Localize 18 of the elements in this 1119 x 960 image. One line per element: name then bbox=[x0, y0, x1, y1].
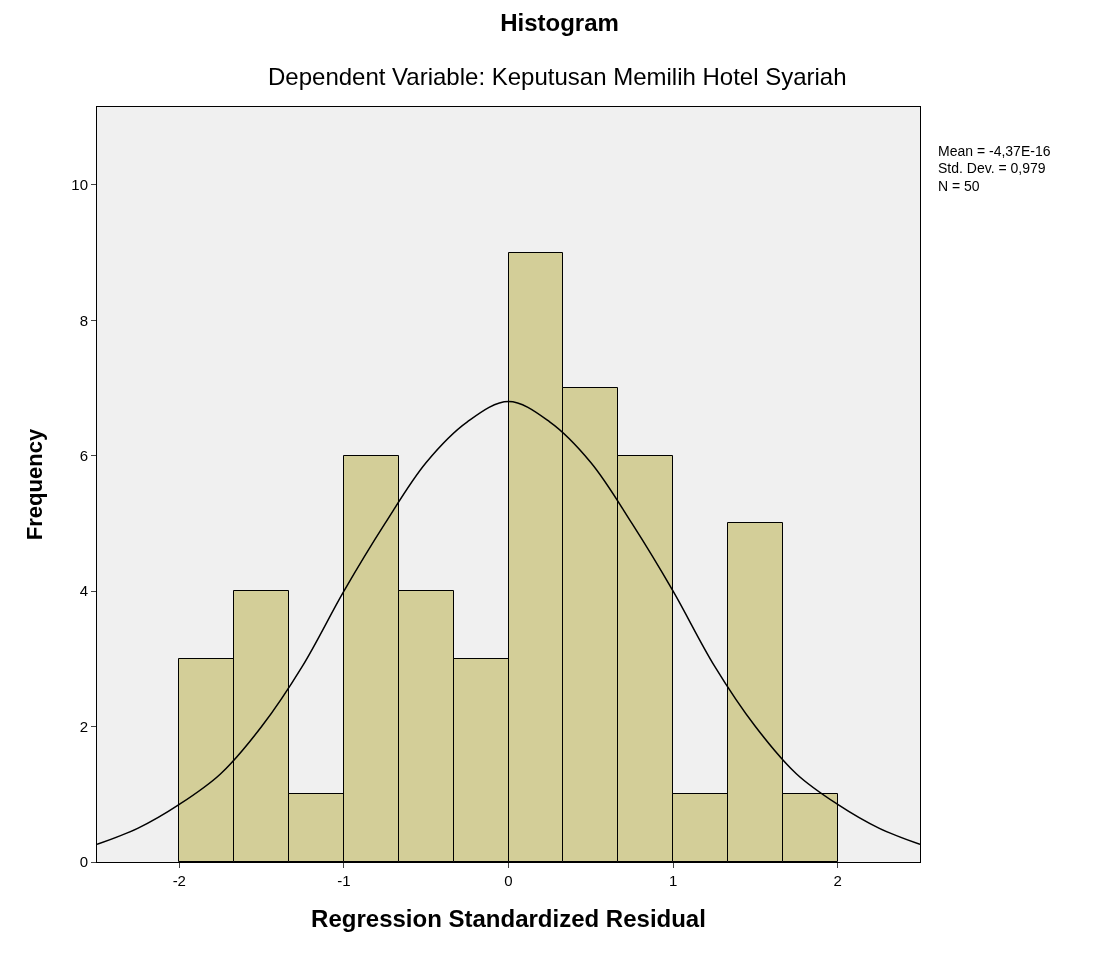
x-axis-title: Regression Standardized Residual bbox=[311, 905, 706, 933]
text: Std. Dev. = 0,979 bbox=[938, 160, 1046, 176]
y-tick-label: 2 bbox=[79, 717, 88, 735]
x-tick-label: -2 bbox=[172, 872, 186, 889]
y-tick-label: 4 bbox=[79, 582, 88, 600]
x-tick-label: 0 bbox=[504, 872, 513, 889]
y-tick-label: 6 bbox=[79, 446, 88, 464]
x-tick-label: -1 bbox=[337, 872, 351, 889]
chart-title: Histogram bbox=[500, 9, 619, 37]
y-tick-label: 0 bbox=[79, 853, 88, 871]
y-tick-label: 8 bbox=[79, 311, 88, 329]
text: Mean = -4,37E-16 bbox=[938, 143, 1051, 159]
text: N = 50 bbox=[938, 178, 980, 194]
chart-subtitle: Dependent Variable: Keputusan Memilih Hotel Syariah bbox=[268, 63, 847, 90]
x-tick-label: 1 bbox=[668, 872, 678, 889]
y-axis-title: Frequency bbox=[22, 428, 48, 541]
x-tick-label: 2 bbox=[833, 872, 842, 889]
y-tick-label: 10 bbox=[71, 176, 88, 194]
